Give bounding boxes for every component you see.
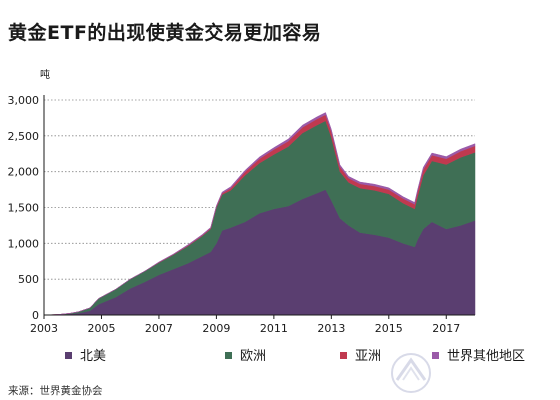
y-tick-label: 2,000 <box>8 166 40 179</box>
y-tick-label: 3,000 <box>8 94 40 107</box>
legend-swatch <box>65 352 72 359</box>
source-note: 来源：世界黄金协会 <box>8 385 103 397</box>
x-tick-label: 2015 <box>375 322 403 335</box>
legend-label: 北美 <box>80 349 107 364</box>
y-tick-label: 1,000 <box>8 237 40 250</box>
y-tick-label: 1,500 <box>8 202 40 215</box>
x-tick-label: 2005 <box>87 322 115 335</box>
chart-title: 黄金ETF的出现使黄金交易更加容易 <box>8 22 322 44</box>
legend-item: 欧洲 <box>225 345 266 364</box>
legend-swatch <box>225 352 232 359</box>
legend-label: 亚洲 <box>355 349 382 364</box>
x-tick-label: 2003 <box>30 322 58 335</box>
legend-label: 世界其他地区 <box>447 349 526 364</box>
legend: 北美 欧洲 亚洲 世界其他地区 <box>0 345 560 365</box>
legend-item: 北美 <box>65 345 106 364</box>
x-tick-label: 2007 <box>145 322 173 335</box>
x-tick-label: 2011 <box>260 322 288 335</box>
legend-swatch <box>432 352 439 359</box>
y-tick-label: 2,500 <box>8 130 40 143</box>
y-tick-label: 500 <box>18 273 39 286</box>
x-tick-label: 2013 <box>317 322 345 335</box>
series-area-世界其他地区 <box>43 112 476 316</box>
x-tick-label: 2009 <box>202 322 230 335</box>
y-tick-label: 0 <box>32 309 39 322</box>
legend-item: 世界其他地区 <box>432 345 525 364</box>
legend-label: 欧洲 <box>240 349 267 364</box>
legend-swatch <box>340 352 347 359</box>
y-axis-unit-label: 吨 <box>40 68 50 81</box>
legend-item: 亚洲 <box>340 345 381 364</box>
watermark-logo <box>391 353 431 393</box>
chart-area: 吨 0 500 1,000 1,500 2,000 2,500 3,000 2003 2005 20… <box>8 68 476 335</box>
x-tick-label: 2017 <box>432 322 460 335</box>
